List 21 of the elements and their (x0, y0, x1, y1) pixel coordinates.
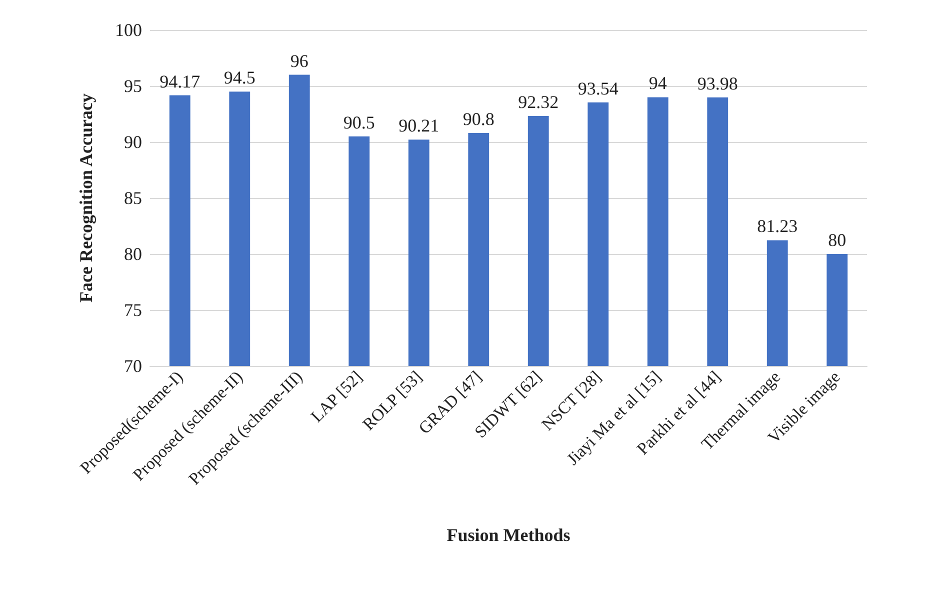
y-tick-label: 75 (124, 300, 142, 320)
data-label: 90.21 (398, 116, 440, 136)
data-label: 90.8 (462, 109, 494, 130)
data-label: 94.5 (224, 68, 256, 88)
x-axis-title: Fusion Methods (446, 525, 570, 545)
data-label: 81.23 (757, 216, 798, 236)
data-label: 93.98 (697, 73, 738, 94)
data-label: 92.32 (518, 92, 559, 112)
y-tick-label: 85 (124, 188, 142, 208)
y-tick-label: 80 (124, 244, 142, 264)
data-label: 80 (828, 230, 846, 250)
y-tick-label: 100 (115, 20, 142, 40)
y-tick-label: 95 (124, 76, 142, 96)
data-label: 93.54 (578, 78, 618, 98)
data-label: 94 (648, 73, 667, 94)
y-tick-label: 90 (124, 132, 142, 152)
y-axis-title: Face Recognition Accuracy (76, 94, 96, 302)
y-tick-label: 70 (124, 356, 142, 376)
data-label: 90.5 (343, 112, 375, 132)
data-label: 96 (290, 50, 308, 71)
data-label: 94.17 (160, 71, 200, 92)
